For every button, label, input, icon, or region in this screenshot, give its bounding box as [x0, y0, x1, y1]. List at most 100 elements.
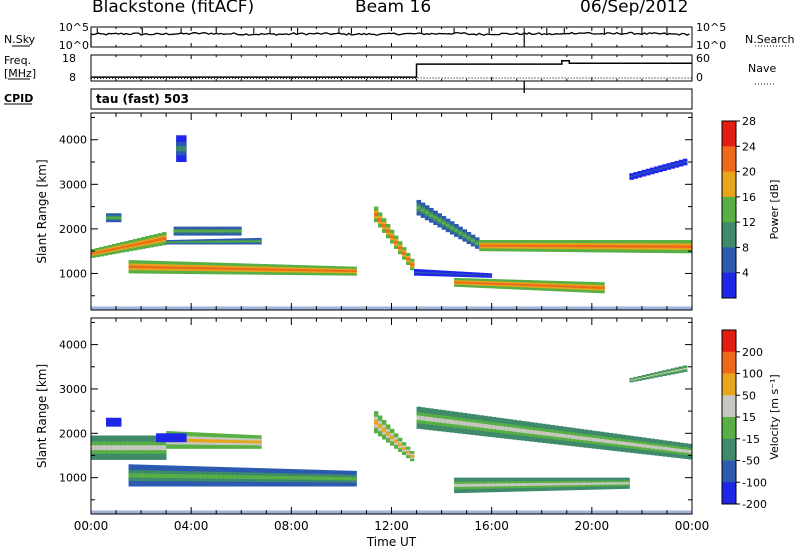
colorbar-frame — [721, 120, 737, 299]
echo-cell — [164, 436, 170, 439]
echo-cell — [570, 244, 576, 248]
colorbar-cell — [722, 272, 736, 299]
echo-cell — [454, 420, 459, 425]
echo-cell — [169, 266, 175, 269]
echo-cell — [516, 428, 522, 433]
echo-cell — [385, 431, 391, 436]
echo-cell — [253, 440, 258, 444]
echo-cell — [629, 379, 634, 381]
echo-cell — [398, 443, 403, 447]
echo-cell — [327, 476, 332, 480]
colorbar-label: Velocity [m s⁻¹] — [768, 374, 781, 459]
echo-cell — [181, 145, 184, 152]
echo-cell — [103, 445, 109, 451]
echo-cell — [633, 245, 639, 248]
echo-cell — [315, 269, 320, 272]
echo-cell — [675, 448, 680, 452]
echo-cell — [211, 241, 217, 243]
echo-cell — [616, 482, 622, 485]
echo-cell — [649, 375, 655, 377]
echo-cell — [335, 476, 341, 481]
echo-cell — [179, 145, 182, 152]
echo-cell — [215, 474, 221, 479]
echo-cell — [99, 250, 104, 253]
echo-cell — [479, 282, 484, 285]
echo-cell — [111, 216, 114, 219]
echo-cell — [402, 447, 407, 450]
echo-cell — [554, 285, 559, 288]
echo-cell — [344, 270, 349, 272]
echo-cell — [458, 281, 463, 284]
echo-cell — [339, 476, 345, 481]
echo-cell — [541, 284, 547, 287]
echo-cell — [177, 230, 183, 233]
echo-cell — [194, 474, 200, 479]
echo-cell — [174, 241, 179, 243]
echo-cell — [118, 216, 122, 219]
echo-cell — [211, 230, 217, 233]
echo-cell — [604, 439, 609, 443]
echo-cell — [678, 368, 684, 371]
echo-cell — [633, 378, 639, 380]
echo-cell — [381, 224, 387, 228]
echo-cell — [541, 244, 547, 248]
echo-cell — [512, 483, 518, 487]
colorbar-cell — [722, 146, 736, 173]
echo-cell — [237, 230, 242, 233]
echo-cell — [157, 473, 163, 478]
echo-cell — [612, 482, 618, 485]
echo-cell — [550, 482, 555, 486]
echo-cell — [612, 440, 618, 444]
colorbar-cell — [722, 351, 736, 374]
echo-cell — [223, 267, 229, 270]
echo-cell — [116, 216, 119, 219]
echo-cell — [161, 237, 167, 240]
echo-cell — [621, 441, 626, 446]
echo-cell — [600, 244, 605, 248]
echo-cell — [495, 425, 501, 430]
echo-cell — [445, 419, 451, 424]
echo-cell — [128, 445, 134, 451]
echo-cell — [426, 272, 431, 274]
echo-cell — [236, 475, 241, 479]
echo-cell — [120, 246, 125, 249]
echo-cell — [294, 268, 299, 272]
echo-cell — [203, 267, 208, 270]
echo-cell — [470, 422, 476, 427]
echo-cell — [558, 244, 564, 248]
echo-cell — [228, 230, 234, 233]
echo-cell — [207, 230, 213, 233]
echo-cell — [195, 438, 200, 443]
echo-cell — [525, 483, 530, 486]
echo-cell — [120, 445, 125, 451]
echo-cell — [406, 451, 411, 454]
echo-cell — [682, 368, 688, 370]
colorbar-tick-label: 100 — [742, 368, 763, 381]
echo-cell — [240, 267, 245, 271]
echo-cell — [186, 474, 192, 479]
echo-cell — [253, 240, 258, 242]
echo-cell — [145, 265, 150, 269]
echo-cell — [244, 267, 250, 271]
colorbar-cell — [722, 121, 736, 147]
colorbar-cell — [722, 460, 736, 483]
echo-cell — [558, 482, 564, 486]
echo-cell — [385, 229, 391, 233]
echo-cell — [136, 473, 142, 478]
echo-cell — [458, 231, 463, 235]
echo-cell — [483, 274, 488, 276]
echo-cell — [310, 476, 316, 480]
echo-cell — [198, 266, 204, 270]
echo-cell — [466, 421, 472, 427]
echo-cell — [454, 229, 459, 232]
echo-cell — [650, 445, 655, 449]
colorbar-tick-label: 20 — [742, 166, 756, 179]
echo-cell — [240, 440, 246, 444]
echo-cell — [207, 241, 213, 243]
echo-cell — [583, 286, 589, 289]
echo-cell — [516, 244, 522, 247]
colorbar-tick-label: 50 — [742, 389, 756, 402]
echo-cell — [562, 244, 568, 248]
echo-cell — [265, 268, 270, 271]
